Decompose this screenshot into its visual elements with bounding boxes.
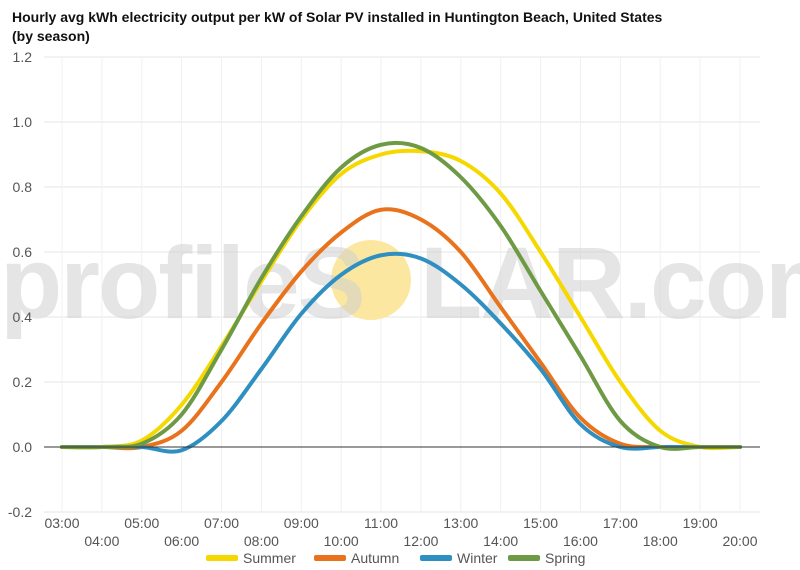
legend-label-summer[interactable]: Summer [243,550,296,566]
watermark: profileS LAR.com [0,226,800,340]
y-tick-label: 1.0 [13,114,33,130]
legend-label-spring[interactable]: Spring [545,550,585,566]
watermark-sun [331,240,411,320]
y-tick-label: 1.2 [13,49,33,65]
axes: -0.2 0.0 0.2 0.4 0.6 0.8 1.0 1.2 03:00 04:00 05:00… [8,49,760,549]
watermark-text-left: profileS [0,226,364,340]
chart-title: Hourly avg kWh electricity output per kW… [12,9,663,44]
legend-swatch-summer[interactable] [206,555,238,561]
x-tick-label: 19:00 [683,515,718,531]
x-tick-label: 03:00 [44,515,79,531]
x-tick-label: 12:00 [403,533,438,549]
y-tick-label: 0.8 [13,179,33,195]
series-line-autumn [60,207,742,451]
series-line-summer [60,148,742,451]
x-tick-label: 09:00 [284,515,319,531]
x-tick-label: 07:00 [204,515,239,531]
legend-swatch-winter[interactable] [420,555,452,561]
x-tick-label: 05:00 [124,515,159,531]
y-tick-label: 0.0 [13,439,33,455]
x-tick-label: 06:00 [164,533,199,549]
x-tick-label: 16:00 [563,533,598,549]
x-tick-label: 20:00 [722,533,757,549]
y-tick-label: -0.2 [8,504,32,520]
x-tick-label: 13:00 [443,515,478,531]
legend-label-winter[interactable]: Winter [457,550,498,566]
y-tick-label: 0.6 [13,244,33,260]
x-tick-label: 14:00 [483,533,518,549]
gridlines [44,56,760,513]
x-tick-label: 18:00 [643,533,678,549]
legend-swatch-spring[interactable] [508,555,540,561]
legend-label-autumn[interactable]: Autumn [351,550,399,566]
x-tick-label: 17:00 [603,515,638,531]
watermark-text-right: LAR.com [420,226,800,340]
legend-swatch-autumn[interactable] [314,555,346,561]
series-line-spring [60,140,742,451]
x-tick-label: 04:00 [84,533,119,549]
y-tick-label: 0.2 [13,374,33,390]
x-tick-label: 11:00 [364,515,398,531]
x-tick-label: 08:00 [244,533,279,549]
y-tick-label: 0.4 [13,309,33,325]
x-tick-label: 15:00 [523,515,558,531]
legend: Summer Autumn Winter Spring [206,550,585,566]
x-tick-label: 10:00 [324,533,359,549]
